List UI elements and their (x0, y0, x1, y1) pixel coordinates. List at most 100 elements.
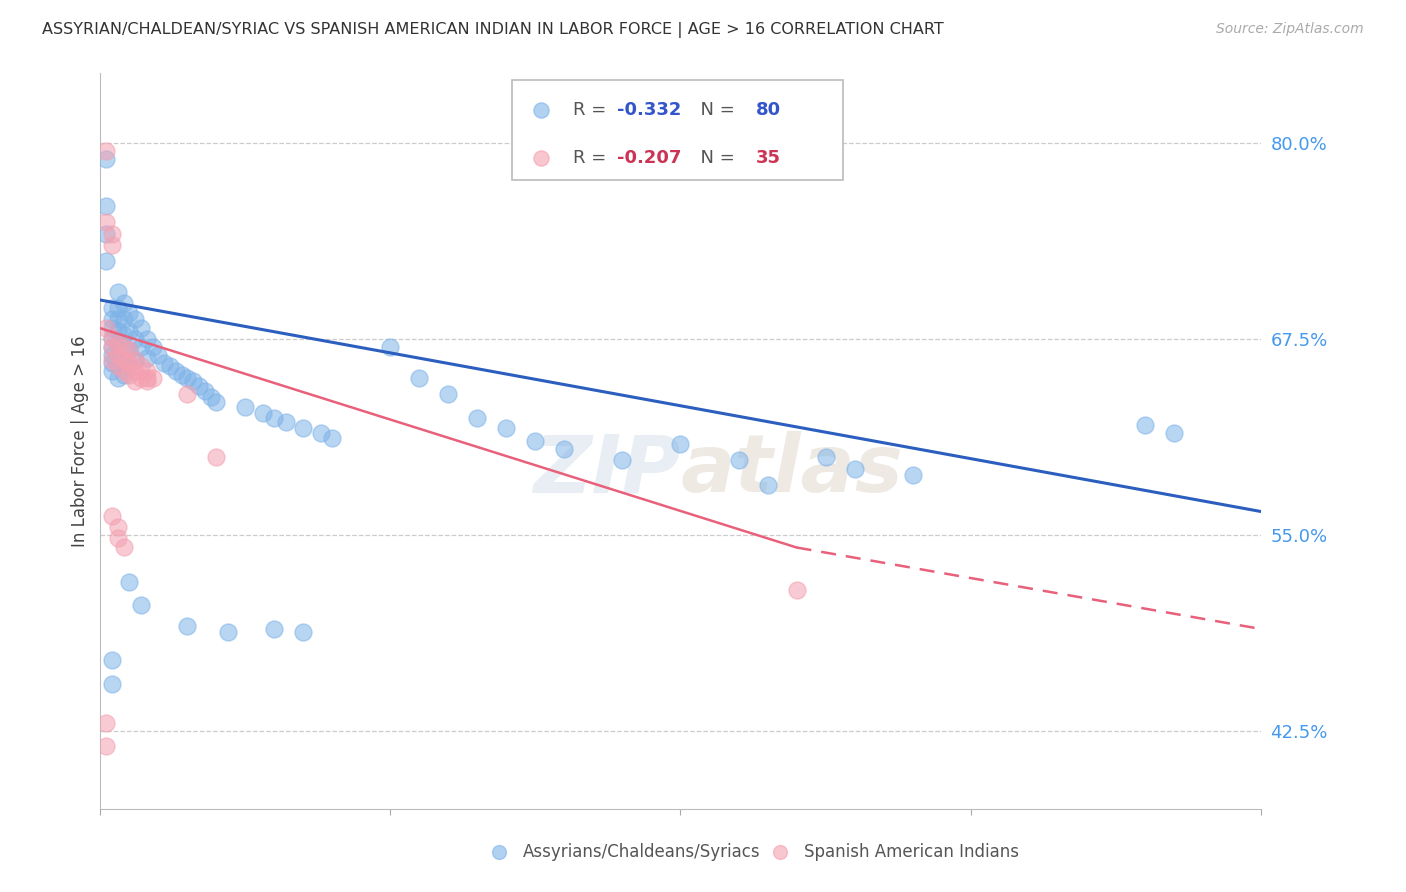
Point (101, 301, 124, 315)
Point (292, 625, 315, 640)
Point (901, 468, 924, 483)
Point (101, 331, 124, 345)
Point (142, 371, 165, 385)
Point (101, 677, 124, 691)
Point (176, 619, 198, 633)
Point (669, 437, 692, 451)
Point (112, 311, 135, 326)
FancyBboxPatch shape (512, 80, 844, 179)
Point (159, 359, 181, 373)
Point (727, 452, 749, 467)
Point (107, 371, 129, 385)
Text: atlas: atlas (681, 432, 903, 509)
Point (612, 452, 634, 467)
Text: 80: 80 (756, 101, 782, 120)
Point (814, 450, 837, 464)
Point (118, 305, 141, 319)
Point (170, 368, 193, 383)
Text: R =: R = (572, 101, 612, 120)
Point (252, 406, 274, 420)
Point (94, 199, 117, 213)
Text: -0.332: -0.332 (617, 101, 681, 120)
Point (101, 311, 124, 326)
Point (124, 332, 146, 346)
Point (165, 363, 187, 377)
Point (135, 371, 157, 385)
Point (101, 356, 124, 370)
Point (118, 343, 141, 358)
Point (101, 509, 124, 524)
Point (135, 375, 157, 389)
Point (756, 478, 779, 492)
Point (112, 327, 135, 342)
Point (107, 348, 129, 362)
Point (437, 387, 460, 401)
Point (274, 415, 297, 429)
Point (205, 394, 228, 409)
Point (380, 340, 402, 354)
Point (112, 368, 135, 383)
Point (94, 739, 117, 754)
Point (844, 462, 866, 476)
Point (107, 359, 129, 373)
Point (129, 359, 152, 373)
Point (118, 324, 141, 338)
Point (176, 371, 198, 385)
Point (235, 400, 257, 414)
Point (263, 622, 285, 636)
Point (101, 363, 124, 377)
Point (112, 356, 135, 370)
Point (292, 421, 315, 435)
Point (101, 321, 124, 335)
Point (94, 215, 117, 229)
Text: Source: ZipAtlas.com: Source: ZipAtlas.com (1216, 22, 1364, 37)
Point (107, 359, 129, 373)
Point (107, 285, 129, 300)
Point (129, 371, 152, 385)
Text: Assyrians/Chaldeans/Syriacs: Assyrians/Chaldeans/Syriacs (523, 843, 761, 861)
Point (107, 531, 129, 545)
Point (321, 431, 343, 445)
Point (101, 238, 124, 252)
Point (94, 321, 117, 335)
Point (124, 352, 146, 367)
Point (101, 227, 124, 242)
Point (135, 363, 157, 377)
Point (118, 359, 141, 373)
Point (112, 340, 135, 354)
Point (107, 311, 129, 326)
Point (205, 450, 228, 464)
Point (94, 227, 117, 242)
Text: 35: 35 (756, 149, 780, 167)
Point (553, 442, 575, 456)
Point (94, 145, 117, 159)
Text: -0.207: -0.207 (617, 149, 681, 167)
Point (524, 434, 547, 448)
Point (124, 311, 146, 326)
Text: ZIP: ZIP (533, 432, 681, 509)
Text: Spanish American Indians: Spanish American Indians (804, 843, 1019, 861)
Point (124, 375, 146, 389)
Point (135, 332, 157, 346)
Point (112, 343, 135, 358)
Point (467, 410, 489, 425)
Point (129, 321, 152, 335)
Point (148, 348, 170, 362)
Point (188, 379, 211, 393)
Point (101, 352, 124, 367)
Point (176, 387, 198, 401)
Point (112, 363, 135, 377)
Point (101, 340, 124, 354)
Point (1133, 418, 1156, 433)
Point (135, 351, 157, 365)
Point (118, 368, 141, 383)
Point (200, 390, 222, 404)
Point (101, 348, 124, 362)
Text: N =: N = (689, 149, 740, 167)
Point (118, 343, 141, 358)
Point (107, 337, 129, 351)
Point (309, 426, 332, 441)
Point (112, 352, 135, 367)
Text: R =: R = (572, 149, 612, 167)
Point (107, 301, 129, 315)
